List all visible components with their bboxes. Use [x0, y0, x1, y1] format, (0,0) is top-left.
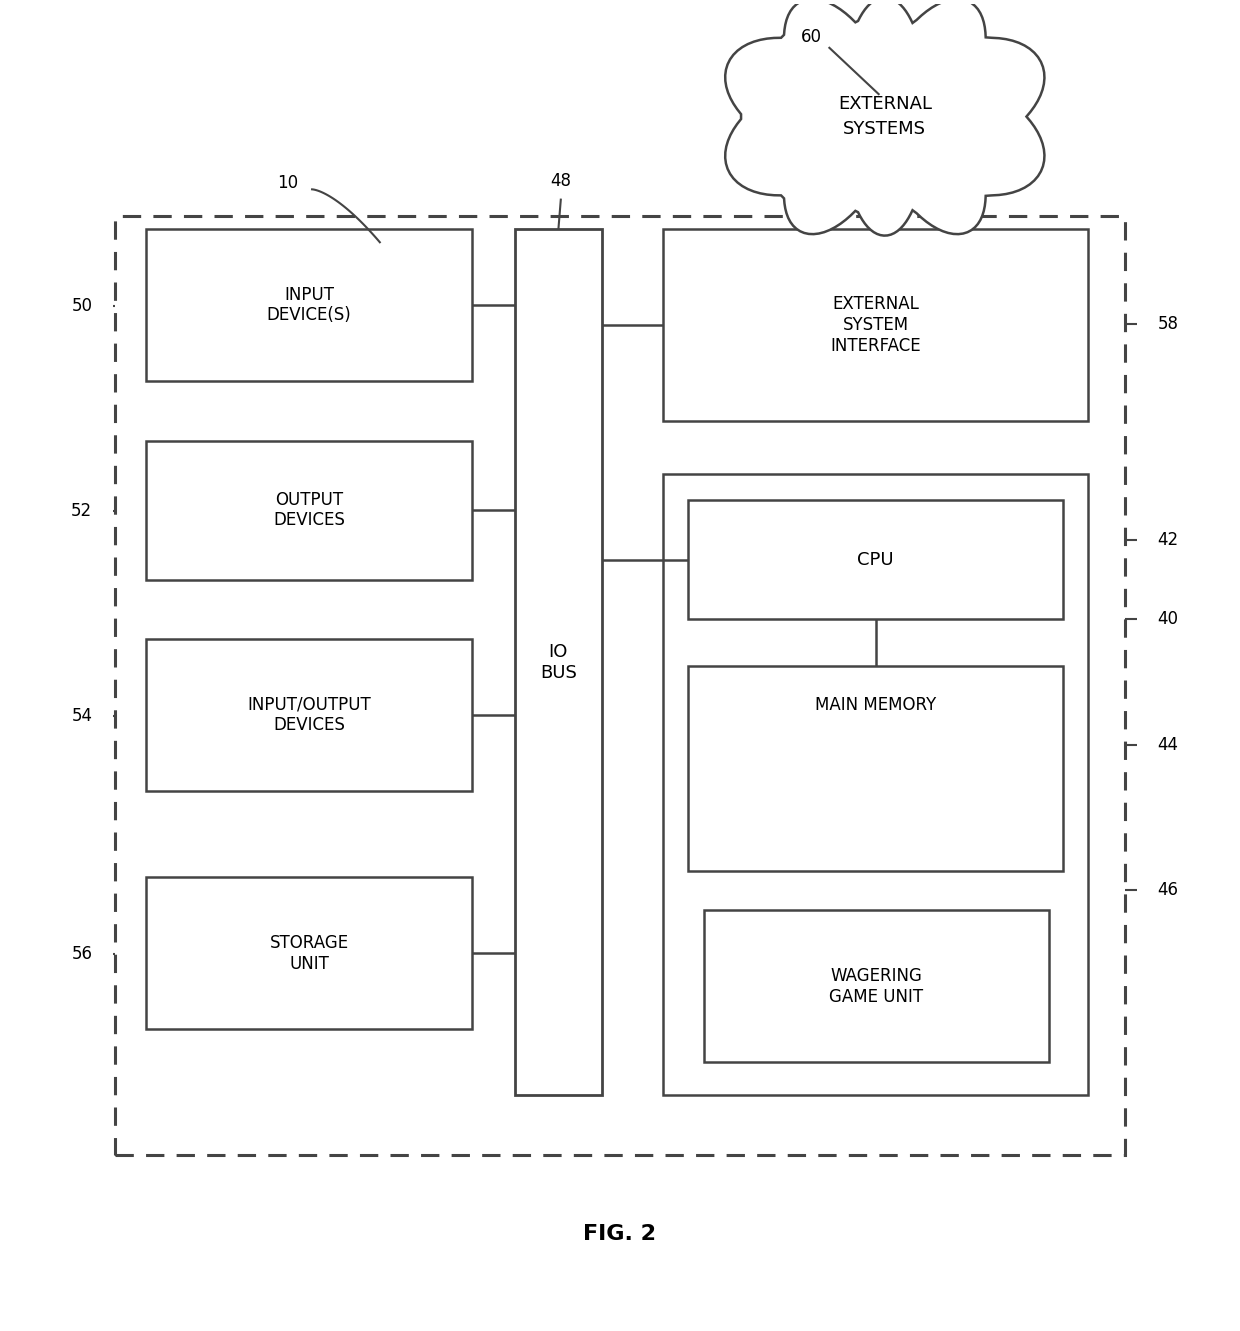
Bar [146, 877, 472, 1029]
Text: 10: 10 [277, 174, 298, 192]
Text: 40: 40 [1158, 610, 1178, 628]
Text: EXTERNAL
SYSTEM
INTERFACE: EXTERNAL SYSTEM INTERFACE [831, 295, 921, 355]
Bar [115, 216, 1125, 1155]
Bar [688, 666, 1064, 870]
Text: INPUT
DEVICE(S): INPUT DEVICE(S) [267, 286, 351, 325]
Bar [704, 910, 1049, 1062]
Text: 54: 54 [71, 707, 92, 725]
Text: EXTERNAL
SYSTEMS: EXTERNAL SYSTEMS [838, 95, 931, 138]
Bar [146, 229, 472, 381]
Text: 60: 60 [800, 28, 821, 47]
Bar [516, 229, 601, 1095]
Text: 42: 42 [1157, 531, 1179, 548]
Text: 44: 44 [1158, 736, 1178, 753]
Text: MAIN MEMORY: MAIN MEMORY [815, 696, 936, 715]
Text: 50: 50 [71, 297, 92, 314]
Bar [663, 474, 1087, 1095]
Bar [688, 500, 1064, 619]
Text: 56: 56 [71, 945, 92, 962]
Text: 52: 52 [71, 502, 92, 519]
Text: FIG. 2: FIG. 2 [584, 1225, 656, 1244]
Text: INPUT/OUTPUT
DEVICES: INPUT/OUTPUT DEVICES [247, 696, 371, 735]
Bar [146, 639, 472, 791]
Text: 48: 48 [551, 173, 572, 190]
PathPatch shape [725, 0, 1044, 236]
Bar [146, 441, 472, 579]
Text: OUTPUT
DEVICES: OUTPUT DEVICES [273, 491, 345, 530]
Text: CPU: CPU [857, 551, 894, 568]
Text: STORAGE
UNIT: STORAGE UNIT [269, 934, 348, 973]
Text: 58: 58 [1158, 315, 1178, 333]
Bar [663, 229, 1087, 421]
Text: 46: 46 [1158, 881, 1178, 900]
Text: IO
BUS: IO BUS [539, 643, 577, 681]
Text: WAGERING
GAME UNIT: WAGERING GAME UNIT [830, 966, 924, 1006]
